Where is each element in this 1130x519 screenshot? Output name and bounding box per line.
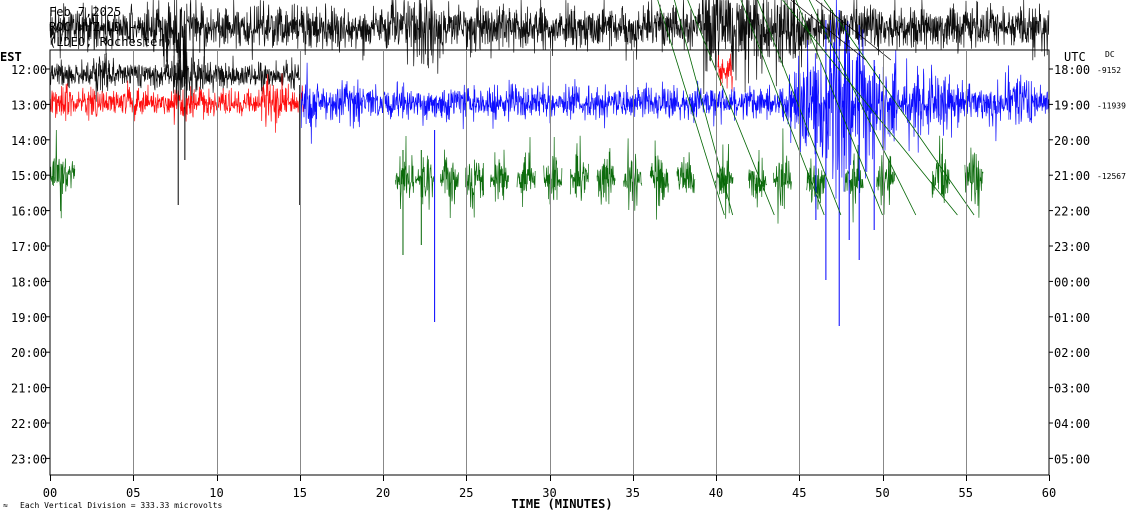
utc-row-label: 03:00 — [1054, 382, 1090, 396]
trace-row-12-black-low — [49, 28, 300, 114]
utc-row-label: 20:00 — [1054, 134, 1090, 148]
trace-row-15-green-burst — [623, 138, 643, 211]
diagonal-event-line — [657, 0, 725, 216]
trace-row-15-green-burst — [395, 135, 415, 210]
diagonal-event-line — [740, 0, 825, 216]
trace-row-15-green-burst — [415, 155, 435, 210]
x-tick-label-60: 60 — [1042, 486, 1056, 500]
x-tick-label-55: 55 — [959, 486, 973, 500]
utc-row-label: 19:00 — [1054, 98, 1090, 112]
est-row-label: 12:00 — [11, 63, 47, 77]
axis-labels: 00 05 10 15 20 25 30 35 40 45 50 55 60 12:00 18:00 13:0… — [11, 63, 1126, 500]
diagonal-event-line — [687, 0, 775, 216]
right-timezone-label: UTC — [1064, 50, 1086, 64]
trace-row-15-green-burst — [543, 136, 563, 205]
trace-row-15-green-start — [49, 129, 76, 219]
chart-grid — [46, 49, 1053, 481]
trace-row-15-green-burst — [773, 128, 792, 224]
x-tick-label-35: 35 — [626, 486, 640, 500]
diagonal-event-line — [823, 0, 975, 216]
dc-offset-value: -11939 — [1097, 101, 1126, 110]
diagonal-black-line — [815, 0, 892, 61]
utc-row-label: 04:00 — [1054, 417, 1090, 431]
vertical-division-note: Each Vertical Division = 333.33 microvol… — [20, 501, 222, 510]
dc-offset-value: -12567 — [1097, 172, 1126, 181]
est-row-label: 20:00 — [11, 346, 47, 360]
trace-row-12-red-burst — [717, 53, 733, 92]
dc-offset-value: -9152 — [1097, 66, 1121, 75]
est-row-label: 19:00 — [11, 311, 47, 325]
station-network: (LDEO, Rochester) — [49, 35, 172, 49]
trace-row-15-green-burst — [748, 149, 768, 208]
x-tick-label-20: 20 — [376, 486, 390, 500]
trace-row-12-black — [49, 0, 1050, 95]
est-row-label: 18:00 — [11, 275, 47, 289]
x-tick-label-45: 45 — [792, 486, 806, 500]
trace-row-13-blue — [299, 0, 1050, 199]
x-tick-label-50: 50 — [875, 486, 889, 500]
x-tick-label-40: 40 — [709, 486, 723, 500]
diagonal-event-line — [673, 0, 734, 216]
trace-row-15-green-burst — [569, 135, 589, 201]
trace-row-15-green-burst — [596, 148, 616, 205]
trace-row-15-green-burst — [676, 152, 696, 194]
trace-row-15-green-burst — [931, 135, 951, 204]
plot-frame — [49, 49, 1050, 476]
est-row-label: 17:00 — [11, 240, 47, 254]
est-row-label: 16:00 — [11, 205, 47, 219]
x-tick-label-00: 00 — [43, 486, 57, 500]
utc-row-label: 18:00 — [1054, 63, 1090, 77]
trace-row-15-green-burst — [964, 147, 984, 218]
est-row-label: 14:00 — [11, 134, 47, 148]
diagonal-event-line — [795, 0, 883, 216]
x-tick-label-10: 10 — [209, 486, 223, 500]
trace-row-13-red — [49, 73, 305, 133]
utc-row-label: 05:00 — [1054, 452, 1090, 466]
trace-row-15-green-burst — [440, 149, 459, 219]
est-row-label: 13:00 — [11, 98, 47, 112]
trace-row-15-green-burst — [465, 159, 484, 218]
date-title: Feb 7,2025 — [49, 5, 121, 19]
diagonal-event-line — [782, 0, 958, 216]
trace-row-15-green-burst — [714, 143, 734, 219]
utc-row-label: 01:00 — [1054, 311, 1090, 325]
x-tick-label-15: 15 — [293, 486, 307, 500]
est-row-label: 22:00 — [11, 417, 47, 431]
trace-row-15-green-burst — [516, 137, 536, 208]
utc-row-label: 02:00 — [1054, 346, 1090, 360]
trace-row-15-green-burst — [844, 144, 864, 223]
x-tick-label-05: 05 — [126, 486, 140, 500]
left-timezone-label: EST — [0, 50, 22, 64]
dc-label: DC — [1105, 50, 1115, 59]
utc-row-label: 23:00 — [1054, 240, 1090, 254]
seismic-traces — [49, 0, 1050, 326]
trace-row-15-green-burst — [490, 149, 509, 202]
est-row-label: 15:00 — [11, 169, 47, 183]
footer-mark: ≈ — [3, 501, 8, 510]
utc-row-label: 21:00 — [1054, 169, 1090, 183]
x-tick-label-30: 30 — [542, 486, 556, 500]
trace-row-15-green-burst — [876, 155, 896, 215]
trace-row-15-green-burst — [649, 140, 669, 220]
station-code: ROC HHZ LD -- — [49, 20, 143, 34]
x-tick-label-25: 25 — [459, 486, 473, 500]
utc-row-label: 22:00 — [1054, 205, 1090, 219]
est-row-label: 21:00 — [11, 382, 47, 396]
diagonal-event-line — [808, 0, 917, 216]
x-axis-label: TIME (MINUTES) — [511, 497, 612, 511]
est-row-label: 23:00 — [11, 452, 47, 466]
utc-row-label: 00:00 — [1054, 275, 1090, 289]
